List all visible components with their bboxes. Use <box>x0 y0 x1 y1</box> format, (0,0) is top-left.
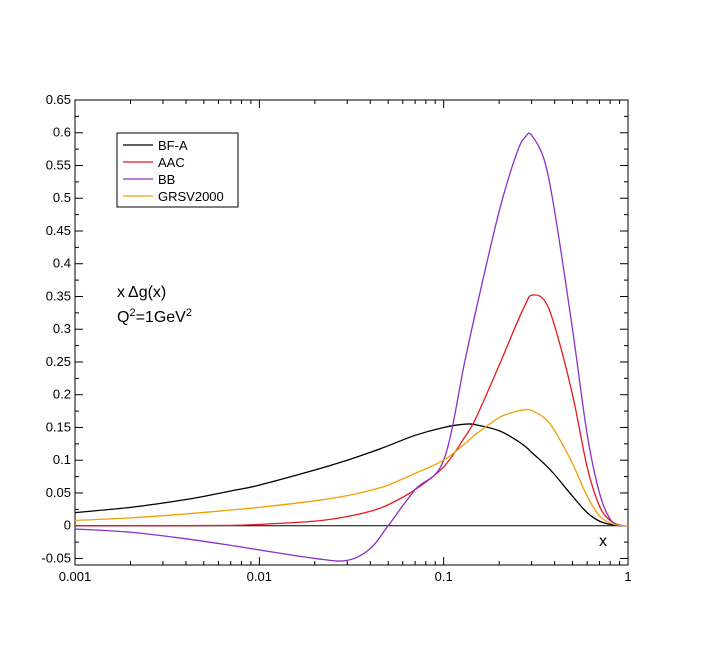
y-tick-label: 0.65 <box>46 92 71 107</box>
series-curves <box>74 132 629 562</box>
y-tick-label: 0.35 <box>46 288 71 303</box>
x-tick-label: 0.1 <box>435 569 453 584</box>
series-line-aac <box>75 294 629 527</box>
legend-label-aac: AAC <box>158 155 185 170</box>
legend-label-bf-a: BF-A <box>158 138 188 153</box>
tick-labels: -0.05 0 0.05 0.1 0.15 0.2 0.25 0.3 0.35 0.4 0.45 0.… <box>41 92 631 584</box>
series-line-grsv2000 <box>74 408 629 527</box>
x-tick-label: 1 <box>624 569 631 584</box>
y-tick-label: 0.4 <box>53 256 71 271</box>
y-tick-label: 0.15 <box>46 419 71 434</box>
annot-gev-exp: 2 <box>186 307 192 319</box>
y-tick-label: 0.1 <box>53 452 71 467</box>
y-tick-label: 0.6 <box>53 125 71 140</box>
annot-q-exp: 2 <box>129 307 135 319</box>
annot-delta: Δ <box>128 284 139 301</box>
q-squared-annotation: Q2=1GeV2 <box>117 307 192 326</box>
legend-label-bb: BB <box>158 172 175 187</box>
y-tick-label: 0.45 <box>46 223 71 238</box>
x-axis-label: x <box>599 533 607 550</box>
y-tick-label: 0 <box>64 518 71 533</box>
series-line-bf-a <box>74 423 629 527</box>
legend: BF-A AAC BB GRSV2000 <box>116 132 239 208</box>
y-tick-label: 0.55 <box>46 157 71 172</box>
x-tick-label: 0.01 <box>247 569 272 584</box>
y-tick-label: 0.5 <box>53 190 71 205</box>
y-annotation-label: x Δg(x) <box>117 284 166 301</box>
annot-func: g(x) <box>139 284 167 301</box>
x-tick-label: 0.001 <box>59 569 92 584</box>
series-line-bb <box>74 132 629 562</box>
y-tick-label: 0.05 <box>46 485 71 500</box>
annot-q: Q <box>117 309 129 326</box>
annot-mid: =1GeV <box>136 309 187 326</box>
y-tick-label: 0.3 <box>53 321 71 336</box>
plot-frame <box>74 99 629 566</box>
y-tick-label: 0.25 <box>46 354 71 369</box>
annot-prefix: x <box>117 284 125 301</box>
y-tick-label: 0.2 <box>53 387 71 402</box>
legend-label-grsv2000: GRSV2000 <box>158 189 224 204</box>
y-tick-label: -0.05 <box>41 550 71 565</box>
